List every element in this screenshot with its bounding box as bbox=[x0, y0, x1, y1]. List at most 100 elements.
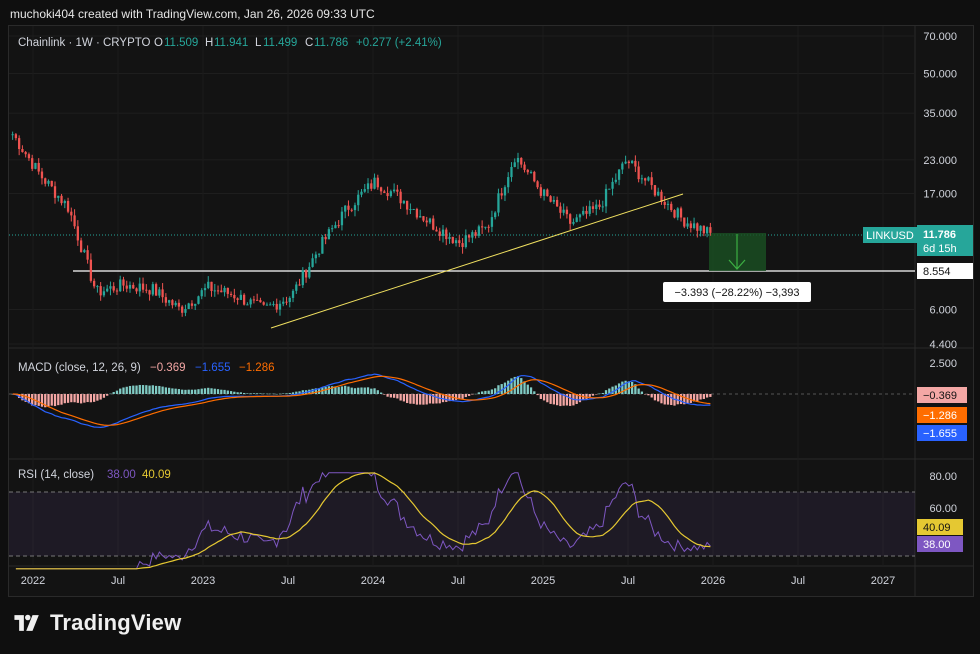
chart-area[interactable]: 70.000 50.000 35.000 23.000 17.000 6.000 4.400… bbox=[8, 25, 974, 597]
candle-body bbox=[624, 161, 627, 164]
candle-body bbox=[520, 157, 523, 165]
candle-body bbox=[242, 294, 246, 305]
candle-body bbox=[128, 284, 132, 289]
candle-body bbox=[63, 201, 66, 204]
support-badge[interactable] bbox=[917, 263, 973, 279]
candle-body bbox=[487, 226, 490, 228]
candle-body bbox=[419, 216, 422, 218]
candle-body bbox=[37, 162, 40, 172]
candle-body bbox=[109, 286, 112, 289]
candle-body bbox=[301, 270, 304, 286]
price-badge[interactable] bbox=[917, 225, 973, 256]
macd-histogram-bar bbox=[272, 393, 275, 395]
macd-histogram-bar bbox=[96, 394, 99, 401]
macd-histogram-bar bbox=[552, 394, 556, 405]
macd-histogram-bar bbox=[458, 394, 461, 400]
candle-body bbox=[86, 250, 89, 260]
candle-body bbox=[314, 254, 317, 259]
macd-histogram-bar bbox=[278, 393, 282, 395]
macd-histogram-bar bbox=[497, 385, 500, 394]
candle-body bbox=[575, 217, 578, 222]
macd-histogram-bar bbox=[376, 390, 379, 394]
rsi-ma-badge[interactable] bbox=[917, 519, 963, 535]
candle-body bbox=[210, 281, 213, 292]
macd-histogram-bar bbox=[647, 394, 650, 396]
macd-histogram-bar bbox=[60, 394, 63, 405]
rsi-legend[interactable]: RSI (14, close) 38.00 40.09 bbox=[18, 469, 171, 481]
trendline[interactable] bbox=[270, 193, 684, 329]
macd-histogram-bar bbox=[392, 394, 396, 398]
macd-hist-badge-value: −0.369 bbox=[923, 390, 957, 402]
macd-histogram-bar bbox=[164, 387, 168, 394]
candle-body bbox=[533, 171, 536, 182]
candle-body bbox=[89, 259, 93, 281]
macd-signal-badge[interactable] bbox=[917, 407, 967, 423]
candle-body bbox=[239, 294, 243, 300]
macd-histogram-bar bbox=[259, 393, 262, 394]
symbol-title[interactable]: Chainlink · 1W · CRYPTO bbox=[18, 37, 151, 49]
candle-body bbox=[673, 210, 676, 218]
macd-histogram-bar bbox=[383, 394, 386, 395]
candle-body bbox=[337, 225, 340, 227]
chart-svg[interactable]: 70.000 50.000 35.000 23.000 17.000 6.000 4.400… bbox=[9, 26, 973, 596]
candle-body bbox=[709, 227, 712, 233]
candle-body bbox=[705, 227, 709, 234]
high-value: 11.941 bbox=[214, 37, 248, 49]
macd-histogram-bar bbox=[109, 393, 112, 395]
measure-label-box[interactable] bbox=[663, 282, 811, 302]
macd-histogram-bar bbox=[337, 387, 340, 394]
macd-axis-tick: 2.500 bbox=[929, 358, 957, 370]
tradingview-brand[interactable]: TradingView bbox=[12, 610, 181, 636]
candle-body bbox=[40, 171, 44, 179]
macd-legend-v1: −0.369 bbox=[150, 362, 186, 374]
candle-body bbox=[93, 280, 96, 287]
candle-body bbox=[634, 160, 637, 167]
candle-body bbox=[617, 169, 621, 180]
time-axis-tick: Jul bbox=[111, 575, 125, 587]
macd-line-badge[interactable] bbox=[917, 425, 967, 441]
macd-histogram-bar bbox=[705, 394, 709, 398]
macd-histogram-bar bbox=[203, 388, 207, 394]
macd-legend[interactable]: MACD (close, 12, 26, 9) −0.369 −1.655 −1… bbox=[18, 362, 275, 374]
macd-histogram-bar bbox=[141, 385, 145, 394]
candle-body bbox=[311, 258, 314, 267]
macd-histogram-bar bbox=[79, 394, 83, 404]
ticker-badge[interactable] bbox=[863, 227, 917, 243]
macd-histogram-bar bbox=[357, 387, 360, 394]
macd-histogram-bar bbox=[76, 394, 79, 403]
candle-body bbox=[585, 210, 588, 214]
macd-histogram-bar bbox=[432, 394, 435, 404]
macd-histogram-bar bbox=[419, 394, 422, 405]
macd-histogram-bar bbox=[604, 390, 608, 394]
macd-hist-badge[interactable] bbox=[917, 387, 967, 403]
candle-body bbox=[278, 303, 282, 310]
time-axis-tick: 2024 bbox=[361, 575, 385, 587]
macd-histogram-bar bbox=[298, 391, 301, 394]
candle-body bbox=[60, 195, 63, 204]
macd-histogram-bar bbox=[409, 394, 412, 404]
macd-histogram-bar bbox=[412, 394, 415, 404]
candle-body bbox=[458, 240, 461, 244]
time-axis-tick: 2025 bbox=[531, 575, 555, 587]
price-axis-ticks: 70.000 50.000 35.000 23.000 17.000 6.000 4.400 bbox=[923, 31, 957, 351]
candle-body bbox=[265, 304, 269, 306]
candle-body bbox=[288, 297, 291, 303]
candle-body bbox=[542, 189, 546, 196]
macd-histogram-bar bbox=[167, 387, 171, 394]
macd-histogram-bar bbox=[448, 394, 451, 402]
macd-histogram-bar bbox=[699, 394, 702, 400]
macd-histogram-bar bbox=[510, 378, 513, 394]
macd-histogram-bar bbox=[598, 393, 601, 395]
candle-body bbox=[334, 225, 337, 229]
candle-body bbox=[106, 288, 109, 292]
candlestick-series[interactable] bbox=[11, 131, 712, 317]
support-badge-value: 8.554 bbox=[923, 266, 951, 278]
candle-body bbox=[582, 210, 585, 215]
rsi-badge[interactable] bbox=[917, 536, 963, 552]
candle-body bbox=[565, 209, 569, 215]
candle-body bbox=[184, 309, 187, 313]
time-axis-ticks: 2022 Jul 2023 Jul 2024 Jul 2025 Jul 2026 Jul 2027 bbox=[21, 575, 895, 587]
candle-body bbox=[99, 286, 102, 296]
macd-histogram-bar bbox=[480, 391, 484, 394]
macd-histogram-bar bbox=[190, 389, 194, 394]
